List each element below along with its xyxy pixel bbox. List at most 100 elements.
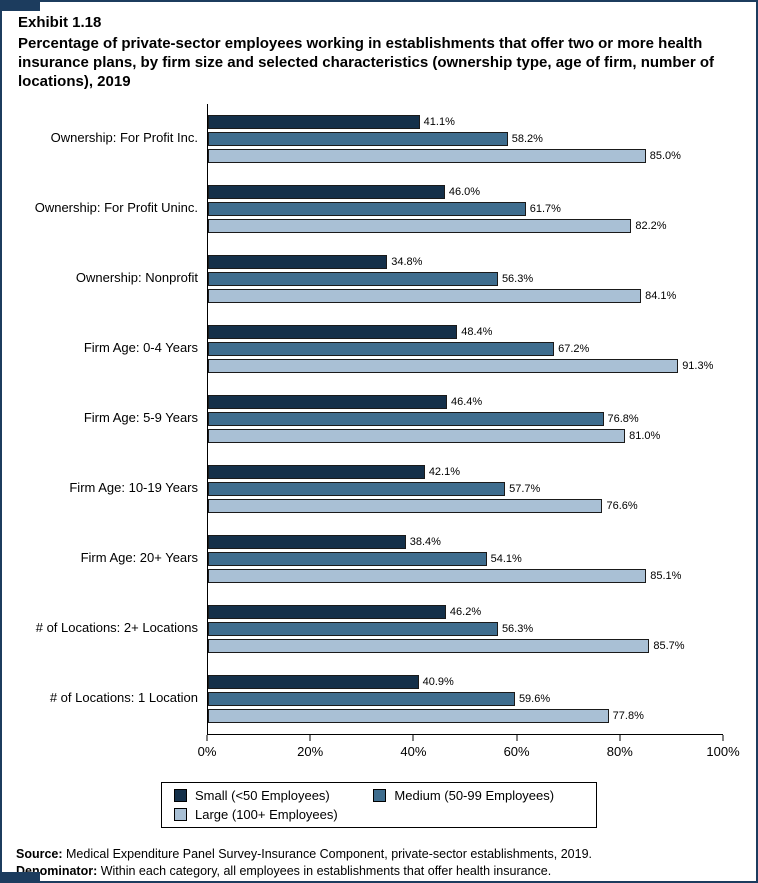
legend-label: Medium (50-99 Employees) — [394, 787, 555, 803]
legend-swatch-icon — [373, 788, 387, 802]
bar-line: 58.2% — [208, 131, 723, 146]
bar — [208, 638, 650, 653]
corner-accent-top — [2, 2, 40, 11]
legend: Small (<50 Employees) Medium (50-99 Emplo… — [161, 781, 597, 828]
bar-line: 42.1% — [208, 464, 723, 479]
category-row: Firm Age: 0-4 Years 48.4% 67.2% 91.3% — [2, 313, 756, 384]
exhibit-number: Exhibit 1.18 — [18, 14, 102, 31]
bar — [208, 114, 420, 129]
axis-tick-label: 40% — [400, 743, 427, 759]
bar-line: 76.6% — [208, 498, 723, 513]
bar — [208, 428, 626, 443]
category-label: Firm Age: 5-9 Years — [83, 410, 198, 426]
bar — [208, 691, 515, 706]
bar-group: 46.4% 76.8% 81.0% — [207, 383, 723, 454]
bar-value-label: 57.7% — [509, 482, 541, 495]
bar-line: 61.7% — [208, 201, 723, 216]
legend-item: Large (100+ Employees) — [174, 807, 365, 822]
legend-label: Large (100+ Employees) — [195, 806, 338, 822]
bar — [208, 708, 609, 723]
bar-line: 46.4% — [208, 394, 723, 409]
axis-tick-label: 80% — [606, 743, 633, 759]
bar-value-label: 54.1% — [490, 552, 522, 565]
bar-value-label: 91.3% — [682, 359, 714, 372]
legend-label: Small (<50 Employees) — [195, 787, 330, 803]
bar — [208, 621, 498, 636]
bar-group: 41.1% 58.2% 85.0% — [207, 103, 723, 174]
bar-value-label: 81.0% — [629, 429, 661, 442]
bar-value-label: 82.2% — [635, 219, 667, 232]
bar-group: 34.8% 56.3% 84.1% — [207, 243, 723, 314]
bar-value-label: 85.1% — [650, 569, 682, 582]
category-row: Firm Age: 20+ Years 38.4% 54.1% 85.1% — [2, 523, 756, 594]
axis-tick — [722, 734, 724, 741]
bar — [208, 464, 425, 479]
bar-value-label: 56.3% — [501, 622, 534, 635]
bar-group: 42.1% 57.7% 76.6% — [207, 453, 723, 524]
bar-line: 41.1% — [208, 114, 723, 129]
bar-value-label: 46.0% — [448, 185, 481, 198]
bar-value-label: 41.1% — [423, 115, 455, 128]
bar-value-label: 84.1% — [645, 289, 677, 302]
bar — [208, 568, 647, 583]
bar — [208, 324, 458, 339]
category-row: Ownership: Nonprofit 34.8% 56.3% 84.1% — [2, 243, 756, 314]
bar-value-label: 42.1% — [428, 465, 461, 478]
bar-line: 82.2% — [208, 218, 723, 233]
bar — [208, 498, 603, 513]
bar-line: 85.0% — [208, 148, 723, 163]
axis-tick — [516, 734, 518, 741]
bar — [208, 604, 446, 619]
axis-spacer — [2, 734, 207, 766]
bar — [208, 218, 632, 233]
category-label: Ownership: For Profit Inc. — [50, 130, 198, 146]
category-row: # of Locations: 2+ Locations 46.2% 56.3% 85… — [2, 593, 756, 664]
bar-line: 46.2% — [208, 604, 723, 619]
bar-line: 38.4% — [208, 534, 723, 549]
x-axis: 0% 20% 40% 60% 80% 100% — [2, 733, 756, 766]
exhibit-title: Percentage of private-sector employees w… — [18, 35, 715, 91]
axis-tick — [206, 734, 208, 741]
axis-tick-label: 100% — [706, 743, 740, 759]
axis-tick-label: 60% — [503, 743, 530, 759]
axis-tick — [412, 734, 414, 741]
denominator-text: Within each category, all employees in e… — [97, 864, 552, 879]
category-row: Firm Age: 10-19 Years 42.1% 57.7% 76.6% — [2, 453, 756, 524]
bar-line: 40.9% — [208, 674, 723, 689]
legend-swatch-icon — [174, 807, 187, 821]
bar-value-label: 38.4% — [409, 535, 441, 548]
category-label: Ownership: Nonprofit — [75, 270, 198, 286]
category-row: Ownership: For Profit Uninc. 46.0% 61.7% 82… — [2, 173, 756, 244]
bar-group: 46.2% 56.3% 85.7% — [207, 593, 723, 664]
category-row: # of Locations: 1 Location 40.9% 59.6% 77.8… — [2, 663, 756, 734]
denominator-line: Denominator: Within each category, all e… — [16, 863, 742, 881]
axis-tick — [309, 734, 311, 741]
bar-line: 57.7% — [208, 481, 723, 496]
category-label: Firm Age: 20+ Years — [80, 550, 198, 566]
bar-value-label: 34.8% — [391, 255, 423, 268]
bar — [208, 254, 388, 269]
source-label: Source: — [16, 846, 63, 861]
category-label: Firm Age: 10-19 Years — [69, 480, 198, 496]
bar-value-label: 61.7% — [529, 202, 561, 215]
bar-line: 54.1% — [208, 551, 723, 566]
bar-value-label: 58.2% — [511, 132, 543, 145]
header: Exhibit 1.18 Percentage of private-secto… — [2, 2, 756, 92]
bar-line: 67.2% — [208, 341, 723, 356]
category-label: # of Locations: 1 Location — [49, 690, 198, 706]
bar-value-label: 46.2% — [449, 605, 482, 618]
bar-line: 34.8% — [208, 254, 723, 269]
bar-value-label: 46.4% — [450, 395, 483, 408]
category-label: # of Locations: 2+ Locations — [35, 620, 198, 636]
bar — [208, 341, 555, 356]
bar-value-label: 76.8% — [607, 412, 639, 425]
bar-line: 84.1% — [208, 288, 723, 303]
bar — [208, 288, 642, 303]
bar-value-label: 56.3% — [501, 272, 534, 285]
footer: Source: Medical Expenditure Panel Survey… — [16, 846, 742, 881]
bar-value-label: 67.2% — [558, 342, 590, 355]
bar-line: 59.6% — [208, 691, 723, 706]
bar — [208, 184, 445, 199]
category-label: Firm Age: 0-4 Years — [83, 340, 198, 356]
bar-group: 38.4% 54.1% 85.1% — [207, 523, 723, 594]
